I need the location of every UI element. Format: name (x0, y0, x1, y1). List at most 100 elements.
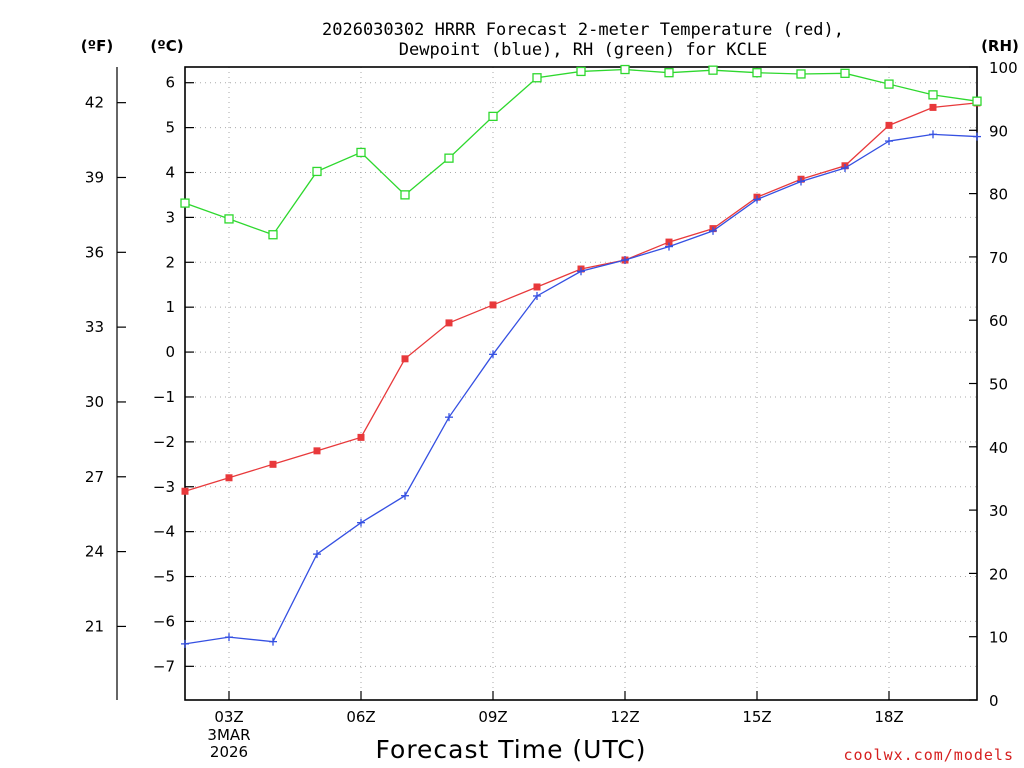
time-tick-label: 15Z (742, 708, 771, 726)
celsius-tick-label: 0 (165, 343, 175, 361)
temperature-point (181, 487, 189, 495)
temperature-point (401, 355, 409, 363)
time-tick-label: 09Z (478, 708, 507, 726)
dewpoint-point (533, 291, 541, 300)
rh-point (180, 198, 190, 208)
fahrenheit-ticks: 21 24 27 30 33 36 39 42 (85, 94, 126, 635)
temperature-point (269, 460, 277, 468)
temperature-point (489, 301, 497, 309)
x-axis-title: Forecast Time (UTC) (376, 735, 647, 764)
rh-tick-label: 50 (989, 376, 1008, 394)
rh-point (488, 111, 498, 122)
dewpoint-point (665, 242, 673, 251)
rh-point (268, 230, 278, 240)
celsius-tick-label: 6 (165, 74, 175, 92)
dewpoint-point (841, 164, 849, 173)
rh-tick-label: 0 (989, 692, 999, 710)
celsius-tick-label: −1 (153, 388, 175, 406)
rh-tick-label: 100 (989, 59, 1018, 77)
celsius-tick-label: −6 (153, 612, 175, 630)
dewpoint-point (621, 256, 629, 265)
rh-tick-label: 60 (989, 312, 1008, 330)
chart-title-line-2: Dewpoint (blue), RH (green) for KCLE (399, 40, 767, 60)
celsius-axis-label: (ºC) (150, 37, 183, 55)
series-green (180, 64, 982, 240)
rh-point (708, 65, 718, 75)
dewpoint-point (313, 550, 321, 559)
data-series (180, 64, 982, 648)
date-tick-label: 3MAR (207, 726, 250, 744)
dewpoint-point (269, 637, 277, 646)
celsius-tick-label: −5 (153, 568, 175, 586)
temperature-point (225, 474, 233, 482)
temperature-point (357, 433, 365, 441)
rh-point (400, 190, 410, 200)
temperature-point (445, 319, 453, 327)
rh-tick-label: 30 (989, 502, 1008, 520)
temperature-point (665, 238, 673, 246)
rh-point (928, 90, 938, 100)
rh-point (840, 68, 850, 78)
dewpoint-point (753, 195, 761, 204)
rh-point (444, 153, 454, 163)
temperature-point (533, 283, 541, 291)
dewpoint-point (225, 633, 233, 642)
rh-point (356, 147, 366, 158)
rh-tick-label: 90 (989, 122, 1008, 140)
celsius-tick-label: −4 (153, 523, 175, 541)
rh-point (752, 68, 762, 78)
rh-tick-label: 10 (989, 629, 1008, 647)
rh-point (664, 68, 674, 78)
dewpoint-point (357, 518, 365, 527)
rh-point (620, 64, 630, 75)
celsius-tick-label: 5 (165, 119, 175, 137)
rh-point (532, 73, 542, 83)
fahrenheit-tick-label: 42 (85, 94, 104, 112)
celsius-tick-label: −2 (153, 433, 175, 451)
series-blue (181, 130, 981, 648)
fahrenheit-tick-label: 30 (85, 393, 104, 411)
celsius-tick-label: −3 (153, 478, 175, 496)
rh-ticks: 0 10 20 30 40 50 60 70 80 90 100 (969, 59, 1018, 710)
celsius-tick-label: 1 (165, 298, 175, 316)
time-tick-label: 12Z (610, 708, 639, 726)
fahrenheit-tick-label: 39 (85, 168, 104, 186)
temperature-point (313, 447, 321, 455)
red-series-line (184, 102, 978, 492)
celsius-tick-label: 2 (165, 253, 175, 271)
dewpoint-point (489, 350, 497, 359)
celsius-ticks: −7 −6 −5 −4 −3 −2 −1 0 1 2 3 4 5 6 (153, 74, 194, 675)
fahrenheit-axis-label: (ºF) (81, 37, 113, 55)
temperature-point (929, 103, 937, 111)
green-series-line (184, 68, 978, 236)
rh-tick-label: 70 (989, 249, 1008, 267)
dewpoint-point (929, 130, 937, 139)
blue-series-line (184, 133, 978, 645)
fahrenheit-tick-label: 24 (85, 543, 104, 561)
rh-point (884, 79, 894, 89)
dewpoint-point (401, 491, 409, 500)
fahrenheit-tick-label: 33 (85, 318, 104, 336)
source-credit: coolwx.com/models (843, 746, 1014, 764)
rh-axis-label: (RH) (981, 37, 1019, 55)
plot-frame (184, 66, 978, 701)
rh-tick-label: 80 (989, 186, 1008, 204)
time-tick-label: 06Z (346, 708, 375, 726)
celsius-tick-label: 4 (165, 164, 175, 182)
fahrenheit-tick-label: 36 (85, 243, 104, 261)
dewpoint-point (445, 413, 453, 422)
time-tick-label: 18Z (874, 708, 903, 726)
celsius-tick-label: −7 (153, 657, 175, 675)
dewpoint-point (885, 137, 893, 146)
chart-title-line-1: 2026030302 HRRR Forecast 2-meter Tempera… (322, 20, 844, 40)
fahrenheit-tick-label: 21 (85, 617, 104, 635)
dewpoint-point (973, 132, 981, 141)
celsius-tick-label: 3 (165, 208, 175, 226)
rh-point (312, 166, 322, 177)
gridlines (185, 67, 977, 700)
rh-point (224, 214, 234, 224)
rh-point (972, 96, 982, 106)
temperature-point (885, 121, 893, 129)
